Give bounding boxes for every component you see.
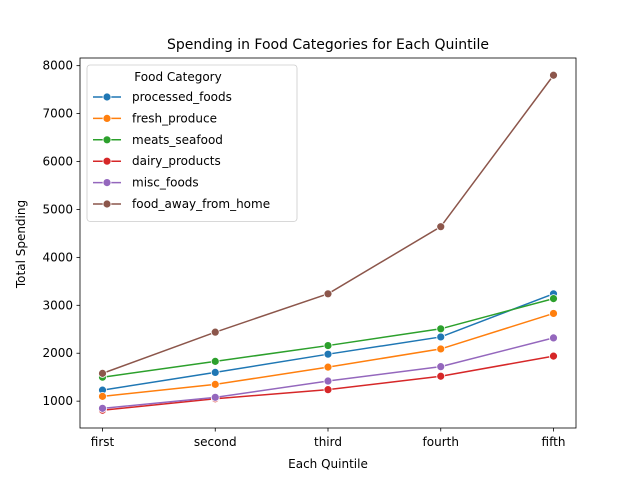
x-tick-label: fourth bbox=[423, 435, 459, 449]
y-tick-label: 1000 bbox=[42, 394, 73, 408]
legend-box bbox=[86, 64, 298, 222]
data-point-fresh_produce-fourth bbox=[436, 344, 446, 354]
legend-label-processed_foods: processed_foods bbox=[132, 90, 232, 104]
legend-marker-meats_seafood bbox=[102, 135, 112, 145]
legend-marker-food_away_from_home bbox=[102, 199, 112, 209]
data-point-processed_foods-third bbox=[323, 349, 333, 359]
data-point-food_away_from_home-second bbox=[210, 327, 220, 337]
x-tick-label: second bbox=[194, 435, 237, 449]
data-point-misc_foods-first bbox=[98, 403, 107, 413]
legend-marker-processed_foods bbox=[102, 92, 112, 102]
legend-marker-dairy_products bbox=[102, 156, 112, 166]
x-tick-label: third bbox=[314, 435, 342, 449]
data-point-dairy_products-fifth bbox=[549, 351, 558, 361]
y-tick-label: 4000 bbox=[42, 250, 73, 264]
data-point-fresh_produce-fifth bbox=[549, 309, 558, 318]
data-point-misc_foods-fifth bbox=[549, 333, 558, 343]
data-point-meats_seafood-fourth bbox=[436, 324, 446, 334]
data-point-misc_foods-fourth bbox=[436, 362, 446, 372]
legend-label-dairy_products: dairy_products bbox=[132, 154, 221, 168]
data-point-fresh_produce-first bbox=[98, 391, 107, 401]
data-point-food_away_from_home-fifth bbox=[549, 70, 558, 80]
y-tick-label: 6000 bbox=[42, 155, 73, 169]
y-tick-label: 2000 bbox=[42, 346, 73, 360]
data-point-processed_foods-fourth bbox=[436, 332, 446, 342]
x-axis-label: Each Quintile bbox=[288, 457, 368, 471]
plot-area: first second third fourth fifth 1000 2000 3000 4… bbox=[42, 57, 577, 449]
data-point-meats_seafood-fifth bbox=[549, 294, 558, 303]
data-point-fresh_produce-third bbox=[323, 362, 333, 372]
y-tick-label: 5000 bbox=[42, 202, 73, 216]
x-tick-label: first bbox=[91, 435, 115, 449]
data-point-misc_foods-third bbox=[323, 376, 333, 386]
legend: Food Category processed_foods fresh_produc… bbox=[86, 64, 298, 222]
chart-title: Spending in Food Categories for Each Qui… bbox=[167, 37, 489, 53]
legend-label-food_away_from_home: food_away_from_home bbox=[132, 197, 270, 211]
data-point-processed_foods-second bbox=[210, 368, 220, 377]
y-tick-label: 8000 bbox=[42, 59, 73, 73]
y-tick-label: 7000 bbox=[42, 107, 73, 121]
legend-label-meats_seafood: meats_seafood bbox=[132, 133, 223, 147]
legend-title: Food Category bbox=[134, 70, 221, 84]
data-point-dairy_products-third bbox=[323, 385, 333, 395]
data-point-food_away_from_home-third bbox=[323, 289, 333, 299]
data-point-misc_foods-second bbox=[210, 392, 220, 402]
legend-label-misc_foods: misc_foods bbox=[132, 176, 199, 190]
y-tick-label: 3000 bbox=[42, 298, 73, 312]
legend-marker-fresh_produce bbox=[102, 114, 112, 123]
y-axis-label: Total Spending bbox=[14, 200, 28, 289]
data-point-food_away_from_home-fourth bbox=[436, 222, 446, 232]
x-tick-label: fifth bbox=[542, 435, 566, 449]
legend-marker-misc_foods bbox=[102, 178, 112, 188]
data-point-food_away_from_home-first bbox=[98, 368, 107, 378]
data-point-dairy_products-fourth bbox=[436, 371, 446, 381]
data-point-meats_seafood-second bbox=[210, 356, 220, 366]
data-point-fresh_produce-second bbox=[210, 379, 220, 389]
legend-label-fresh_produce: fresh_produce bbox=[132, 111, 217, 125]
data-point-meats_seafood-third bbox=[323, 341, 333, 350]
